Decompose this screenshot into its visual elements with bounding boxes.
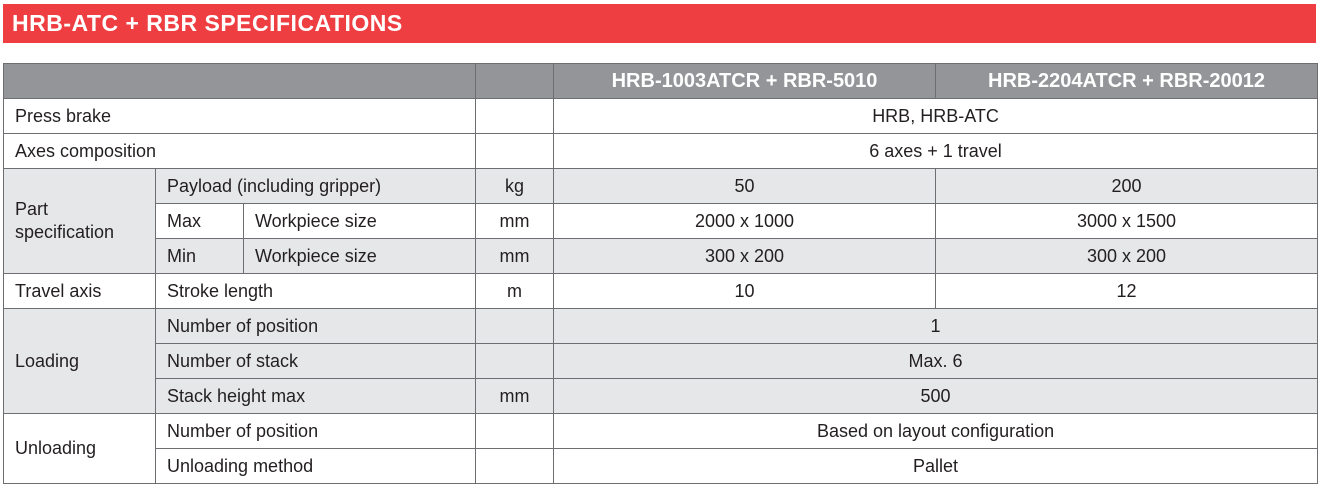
group-label-travel: Travel axis — [3, 273, 156, 309]
header-row: HRB-1003ATCR + RBR-5010 HRB-2204ATCR + R… — [2, 63, 1319, 99]
value-cell: 10 — [553, 273, 937, 309]
row-label: Workpiece size — [242, 203, 477, 239]
qualifier-cell: Max — [155, 203, 244, 239]
table-row: Min Workpiece size mm 300 x 200 300 x 20… — [3, 238, 1319, 274]
unit-cell: mm — [475, 238, 555, 274]
row-label: Number of stack — [154, 343, 477, 379]
value-cell: Based on layout configuration — [553, 413, 1319, 449]
table-row: Press brake HRB, HRB-ATC — [2, 98, 1319, 134]
value-cell: 6 axes + 1 travel — [553, 133, 1319, 169]
unit-cell: m — [475, 273, 555, 309]
header-model-2: HRB-2204ATCR + RBR-20012 — [935, 63, 1319, 99]
value-cell: 1 — [553, 308, 1319, 344]
value-cell: 300 x 200 — [553, 238, 937, 274]
unit-cell — [475, 343, 555, 379]
page-title: HRB-ATC + RBR SPECIFICATIONS — [12, 10, 403, 36]
row-label: Stroke length — [154, 273, 477, 309]
table-row: Travel axis Stroke length m 10 12 — [3, 273, 1319, 309]
row-label: Axes composition — [2, 133, 477, 169]
table-row: Max Workpiece size mm 2000 x 1000 3000 x… — [4, 203, 1319, 239]
table-row: Unloading Number of position Based on la… — [3, 413, 1319, 484]
table-row: Axes composition 6 axes + 1 travel — [2, 133, 1319, 169]
unit-cell — [475, 413, 555, 449]
table-row: Number of stack Max. 6 — [3, 343, 1319, 379]
group-label-part-spec: Part specification — [3, 168, 156, 274]
specifications-table: HRB-1003ATCR + RBR-5010 HRB-2204ATCR + R… — [2, 63, 1319, 484]
unit-cell — [475, 98, 555, 134]
table-row: Unloading method Pallet — [4, 448, 1319, 484]
unit-cell: mm — [475, 203, 555, 239]
value-cell: 2000 x 1000 — [553, 203, 937, 239]
row-label: Payload (including gripper) — [154, 168, 477, 204]
value-cell: Max. 6 — [553, 343, 1319, 379]
row-label: Unloading method — [154, 448, 477, 484]
unit-cell: mm — [475, 378, 555, 414]
header-unit — [475, 63, 555, 99]
group-label-loading: Loading — [3, 308, 156, 414]
value-cell: 200 — [935, 168, 1319, 204]
value-cell: Pallet — [553, 448, 1319, 484]
table-row: Loading Number of position 1 — [3, 308, 1319, 414]
label-line: specification — [15, 222, 115, 242]
unit-cell — [475, 448, 555, 484]
label-line: Part — [15, 199, 49, 219]
row-label: Workpiece size — [242, 238, 477, 274]
row-label: Press brake — [2, 98, 477, 134]
value-cell: 300 x 200 — [935, 238, 1319, 274]
group-label-unloading: Unloading — [3, 413, 156, 484]
header-model-1: HRB-1003ATCR + RBR-5010 — [553, 63, 937, 99]
qualifier-cell: Min — [155, 238, 244, 274]
unit-cell — [475, 308, 555, 344]
value-cell: 12 — [935, 273, 1319, 309]
header-blank — [2, 63, 477, 99]
row-label: Number of position — [154, 308, 477, 344]
table-row: Stack height max mm 500 — [3, 378, 1319, 414]
unit-cell — [475, 133, 555, 169]
title-bar: HRB-ATC + RBR SPECIFICATIONS — [3, 4, 1316, 43]
value-cell: 500 — [553, 378, 1319, 414]
value-cell: 3000 x 1500 — [935, 203, 1319, 239]
value-cell: HRB, HRB-ATC — [553, 98, 1319, 134]
unit-cell: kg — [475, 168, 555, 204]
row-label: Number of position — [154, 413, 477, 449]
value-cell: 50 — [553, 168, 937, 204]
row-label: Stack height max — [154, 378, 477, 414]
table-row: Part specification Payload (including gri… — [3, 168, 1319, 274]
